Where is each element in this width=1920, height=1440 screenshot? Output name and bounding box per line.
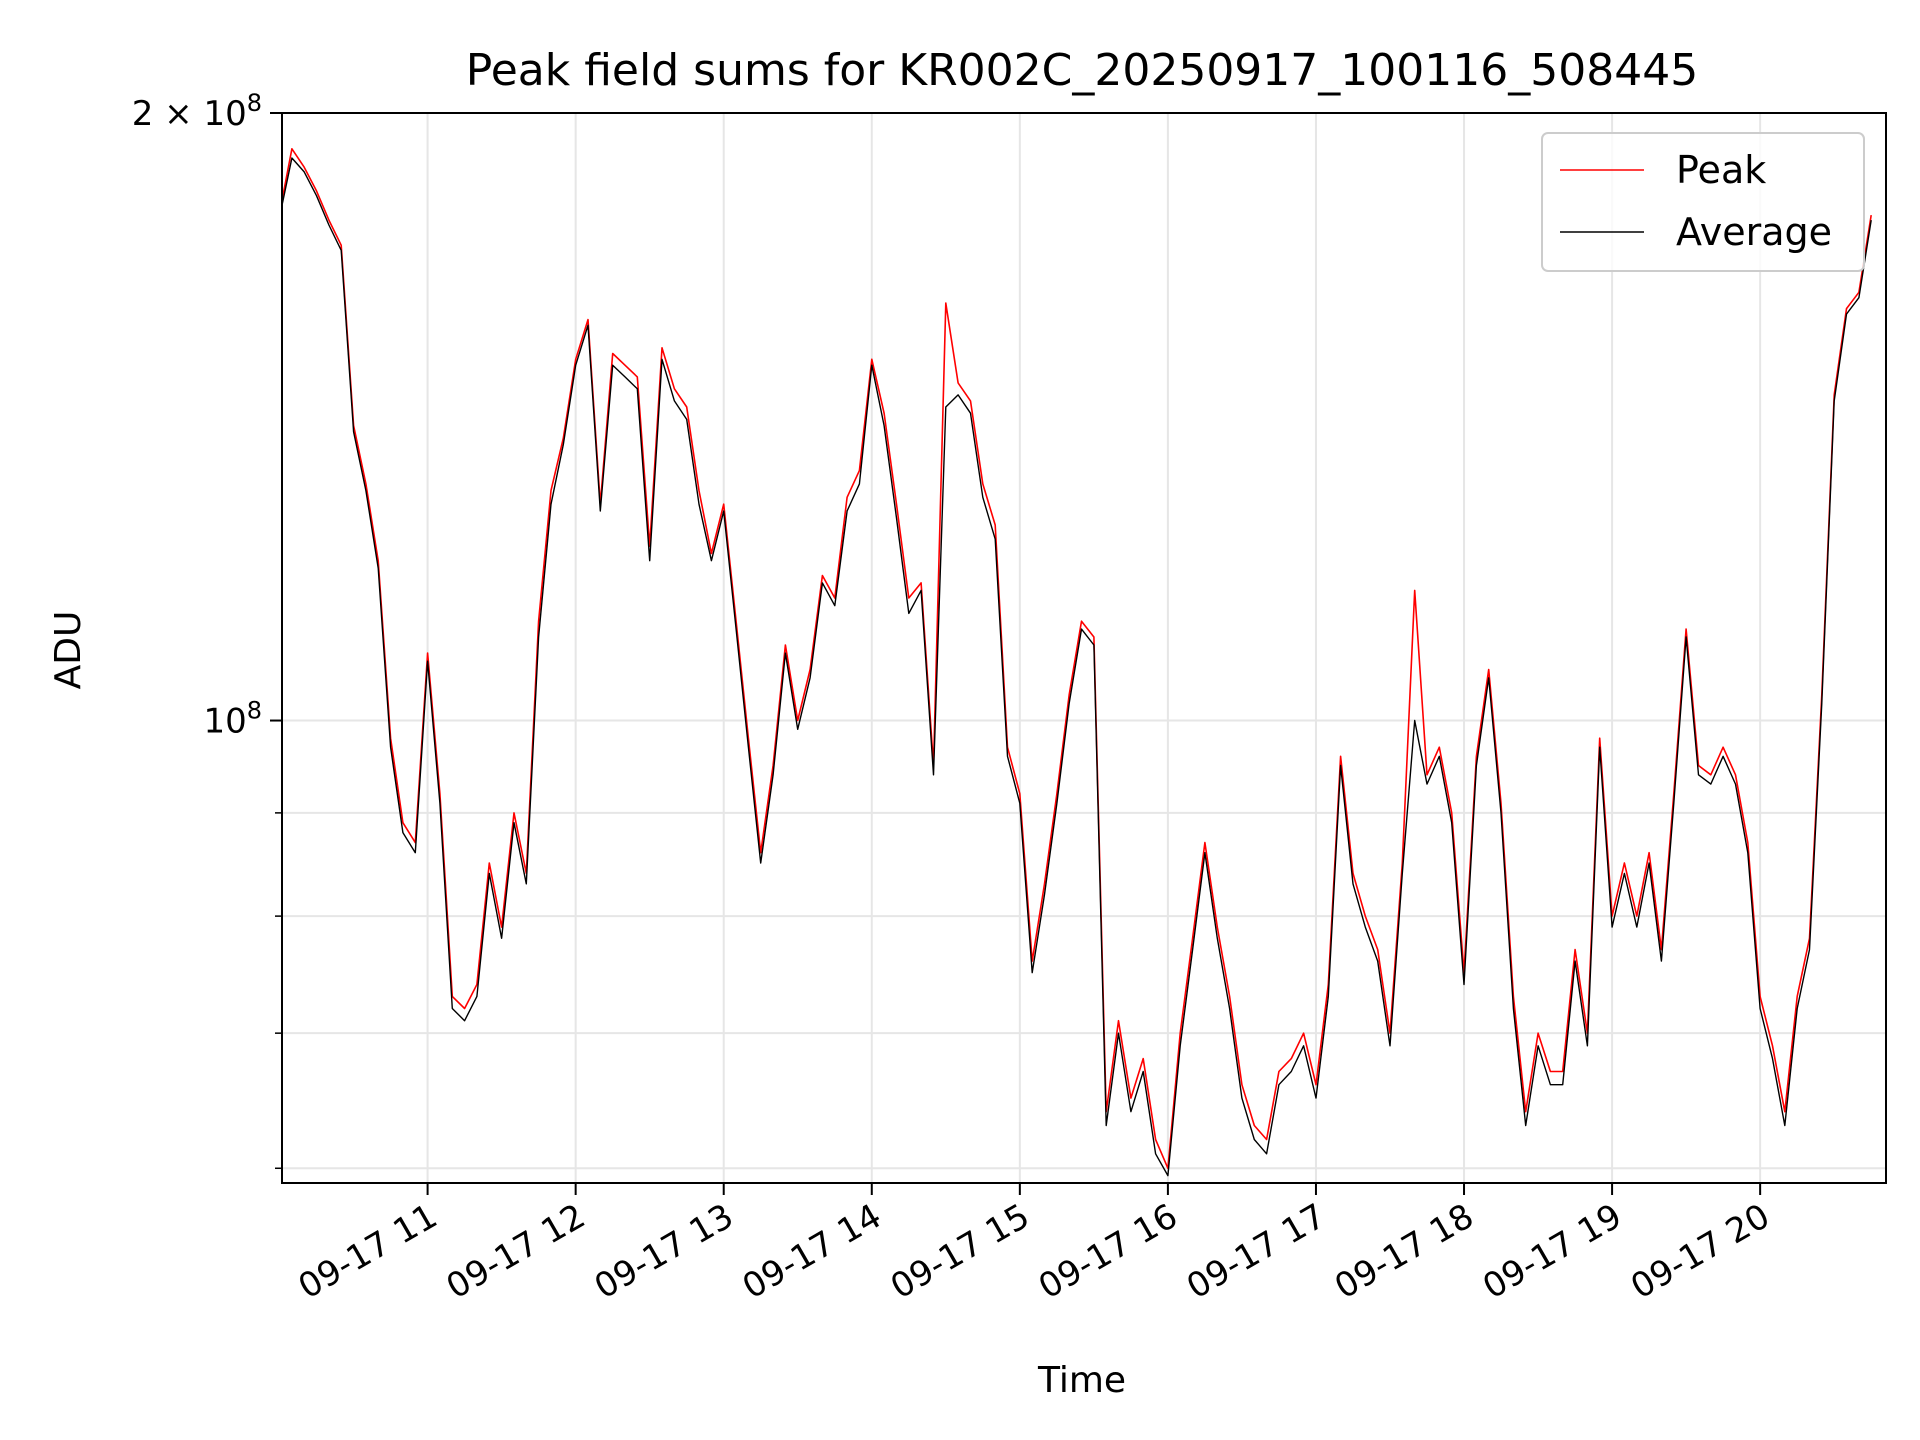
x-axis-label: Time [1037,1360,1126,1401]
y-axis-label: ADU [48,611,89,690]
axes-frame [281,112,1887,1184]
legend-label-peak: Peak [1676,148,1766,192]
legend-label-average: Average [1676,210,1832,254]
y-axis: 2 × 108 108 [132,89,282,1170]
legend: Peak Average [1541,132,1865,272]
legend-box [1541,132,1865,272]
series-line-average [281,157,1872,1177]
chart-title: Peak field sums for KR002C_20250917_1001… [466,45,1698,96]
y-tick-label: 108 [203,697,262,742]
plot-area [281,148,1872,1177]
y-tick-label: 2 × 108 [132,89,262,134]
